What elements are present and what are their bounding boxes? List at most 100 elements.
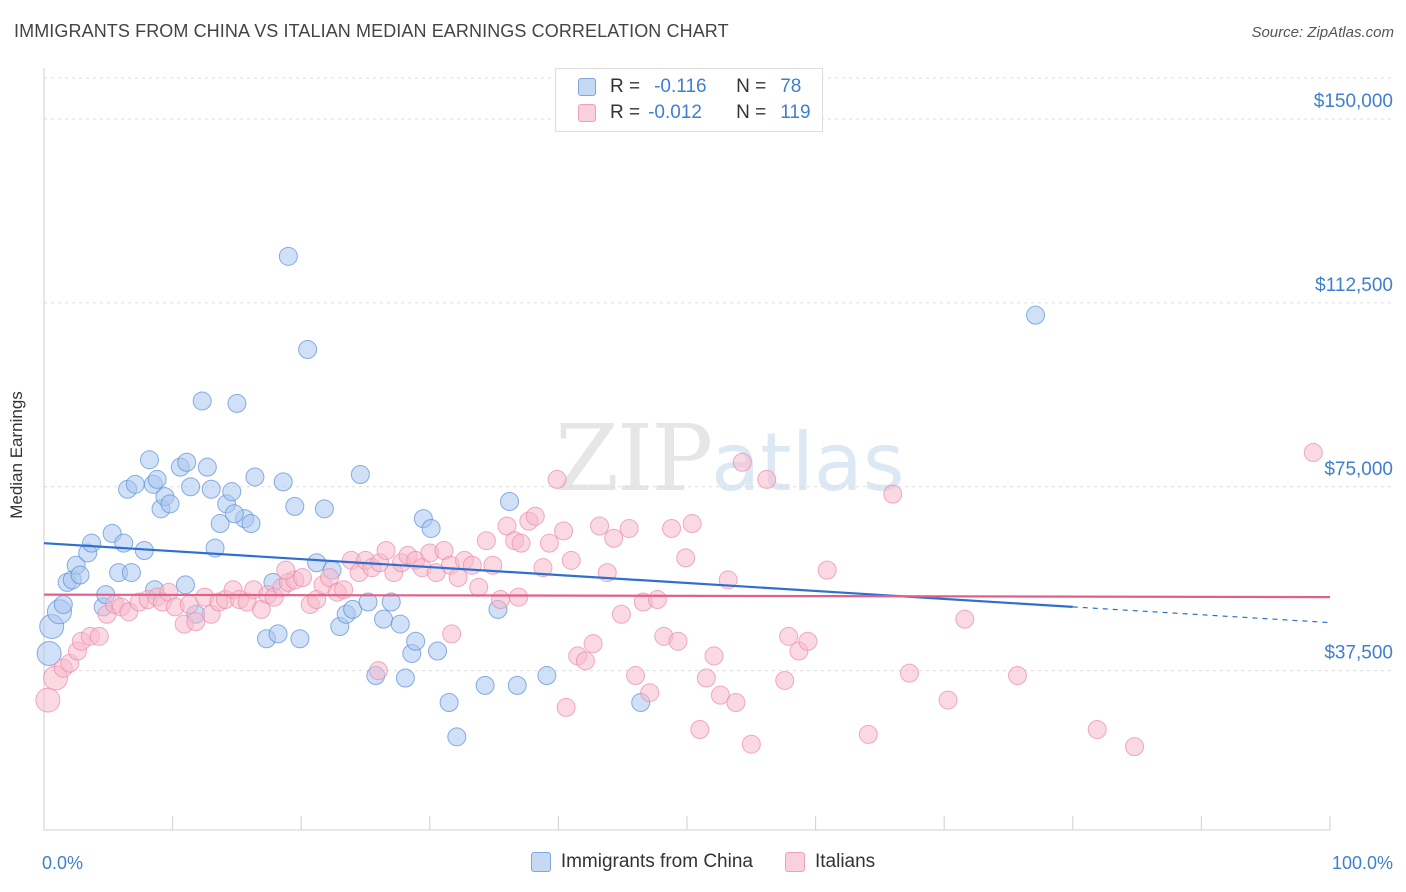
data-point-italians — [89, 626, 109, 646]
data-point-china — [177, 452, 197, 472]
data-point-italians — [640, 683, 660, 703]
data-point-italians — [858, 724, 878, 744]
data-point-china — [395, 668, 415, 688]
data-point-italians — [757, 469, 777, 489]
data-point-italians — [647, 590, 667, 610]
data-point-italians — [696, 668, 716, 688]
series-legend-china: Immigrants from China — [530, 851, 753, 873]
data-point-italians — [547, 469, 567, 489]
y-tick-label: $75,000 — [1324, 459, 1393, 480]
data-point-italians — [676, 548, 696, 568]
data-point-italians — [590, 516, 610, 536]
data-point-china — [537, 666, 557, 686]
data-point-italians — [626, 666, 646, 686]
data-point-china — [500, 491, 520, 511]
series-label-italians: Italians — [814, 851, 876, 872]
data-point-china — [245, 467, 265, 487]
legend-swatch-italians — [578, 104, 596, 122]
data-point-china — [160, 494, 180, 514]
data-point-china — [181, 477, 201, 497]
data-point-china — [241, 514, 261, 534]
data-point-china — [175, 575, 195, 595]
data-point-italians — [497, 516, 517, 536]
data-point-china — [192, 391, 212, 411]
series-legend-italians: Italians — [784, 851, 876, 873]
data-point-italians — [469, 577, 489, 597]
data-point-italians — [899, 663, 919, 683]
data-point-italians — [556, 697, 576, 717]
series-swatch-italians — [784, 852, 805, 872]
legend-r-value: -0.012 — [648, 102, 702, 123]
data-point-italians — [779, 626, 799, 646]
legend-n-value: 78 — [780, 76, 802, 97]
correlation-legend: R = -0.116 N = 78 R = -0.012 N = 119 — [555, 68, 823, 132]
data-point-china — [125, 474, 145, 494]
chart-title: IMMIGRANTS FROM CHINA VS ITALIAN MEDIAN … — [14, 21, 729, 41]
data-point-italians — [35, 687, 61, 713]
data-point-china — [285, 496, 305, 516]
data-point-italians — [775, 670, 795, 690]
legend-n-label: N = — [736, 102, 767, 123]
data-point-italians — [611, 604, 631, 624]
data-point-china — [139, 450, 159, 470]
y-tick-label: $150,000 — [1314, 91, 1393, 112]
series-swatch-china — [530, 852, 551, 872]
data-point-italians — [491, 590, 511, 610]
data-point-china — [53, 594, 73, 614]
data-point-china — [210, 514, 230, 534]
data-point-italians — [726, 693, 746, 713]
data-point-italians — [662, 518, 682, 538]
legend-r-label: R = — [610, 102, 641, 123]
data-point-china — [343, 599, 363, 619]
data-point-china — [406, 631, 426, 651]
data-point-china — [374, 609, 394, 629]
data-point-italians — [376, 541, 396, 561]
legend-swatch-china — [578, 78, 596, 96]
data-point-italians — [292, 567, 312, 587]
data-point-china — [390, 614, 410, 634]
data-point-china — [121, 563, 141, 583]
data-point-china — [290, 629, 310, 649]
data-point-italians — [1303, 442, 1323, 462]
data-point-china — [381, 592, 401, 612]
data-point-china — [222, 482, 242, 502]
legend-row-italians: R = -0.012 N = 119 — [578, 101, 811, 125]
data-point-italians — [511, 533, 531, 553]
data-point-china — [273, 472, 293, 492]
data-point-china — [227, 393, 247, 413]
legend-r-label: R = — [610, 76, 641, 97]
data-point-italians — [1008, 666, 1028, 686]
series-label-china: Immigrants from China — [560, 851, 753, 872]
data-point-china — [447, 727, 467, 747]
data-point-china — [1026, 305, 1046, 325]
y-tick-label: $37,500 — [1324, 643, 1393, 664]
legend-n-value: 119 — [780, 102, 811, 123]
data-point-china — [314, 499, 334, 519]
data-point-italians — [476, 531, 496, 551]
data-point-china — [197, 457, 217, 477]
data-point-italians — [276, 560, 296, 580]
data-point-china — [307, 553, 327, 573]
data-point-china — [82, 533, 102, 553]
data-point-italians — [704, 646, 724, 666]
data-point-china — [268, 624, 288, 644]
data-point-china — [439, 693, 459, 713]
data-point-italians — [525, 506, 545, 526]
data-point-china — [298, 339, 318, 359]
data-point-italians — [319, 567, 339, 587]
data-point-italians — [955, 609, 975, 629]
watermark: ZIPatlas — [555, 405, 905, 512]
source-label: Source: ZipAtlas.com — [1251, 24, 1394, 41]
data-point-china — [358, 592, 378, 612]
data-point-china — [278, 246, 298, 266]
data-point-italians — [883, 484, 903, 504]
data-point-italians — [1125, 737, 1145, 757]
data-point-italians — [533, 558, 553, 578]
data-point-italians — [442, 624, 462, 644]
data-point-italians — [462, 555, 482, 575]
data-point-china — [421, 518, 441, 538]
data-point-italians — [619, 518, 639, 538]
data-point-italians — [732, 452, 752, 472]
legend-r-value: -0.116 — [654, 76, 707, 97]
data-point-italians — [583, 634, 603, 654]
